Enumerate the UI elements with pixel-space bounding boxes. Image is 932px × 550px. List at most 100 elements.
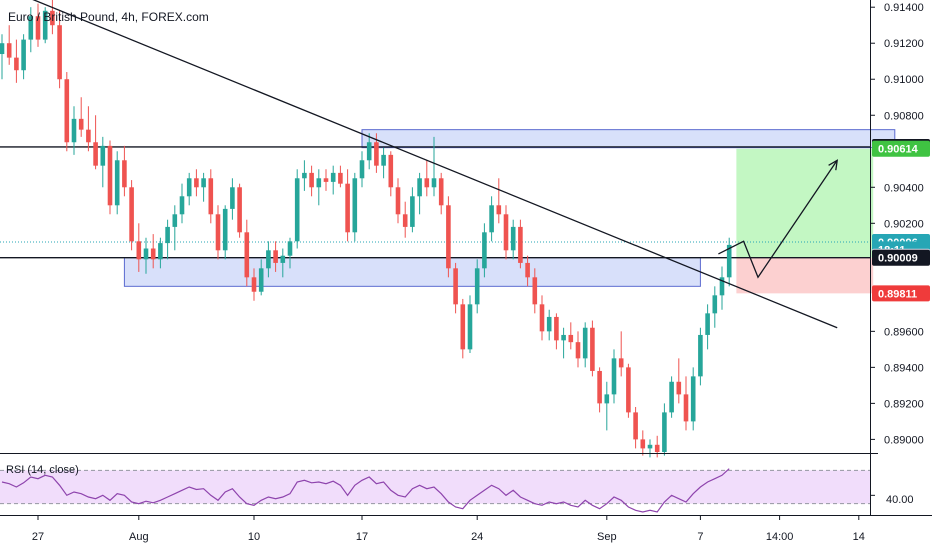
candle-body xyxy=(698,334,703,377)
candle-body xyxy=(446,205,451,269)
pane-separator[interactable] xyxy=(0,453,878,454)
trendline xyxy=(32,0,838,329)
candle-body xyxy=(568,334,574,343)
candle-body xyxy=(64,79,70,143)
candle-body xyxy=(410,196,415,227)
price-tick-label: 0.89600 xyxy=(884,326,924,338)
price-axis[interactable]: 0.91400 0.91200 0.91000 0.90800 0.90400 0.902… xyxy=(870,2,924,446)
candle-body xyxy=(496,205,502,215)
candle-body xyxy=(150,248,156,260)
candle-body xyxy=(647,444,653,449)
candle-body xyxy=(482,232,487,269)
candle-body xyxy=(431,178,437,188)
candle-body xyxy=(381,154,386,166)
candle-body xyxy=(359,160,365,179)
price-tag-label: 0.89811 xyxy=(878,288,917,300)
rsi-band xyxy=(0,470,870,504)
candle-body xyxy=(309,172,314,188)
candle-body xyxy=(611,358,617,395)
candle-body xyxy=(122,160,127,188)
candle-body xyxy=(50,10,55,26)
price-tag-label: 0.90009 xyxy=(878,253,918,265)
candle-body xyxy=(186,178,192,197)
rsi-level-label: 40.00 xyxy=(886,494,914,506)
candle-body xyxy=(546,316,552,332)
price-tag-label: 0.90614 xyxy=(878,144,919,156)
candle-body xyxy=(280,255,286,263)
candle-body xyxy=(453,268,458,305)
candle-body xyxy=(539,304,545,332)
price-axis-border xyxy=(870,0,871,515)
support-resistance-zone xyxy=(123,257,701,287)
candle-body xyxy=(302,172,307,179)
price-tick-label: 0.89200 xyxy=(884,398,924,410)
candle-body xyxy=(525,262,530,278)
projection-path[interactable] xyxy=(718,159,839,279)
price-tick-label: 0.91200 xyxy=(884,38,924,50)
candle-body xyxy=(222,208,228,251)
zones-layer xyxy=(123,129,896,287)
candle-body xyxy=(35,16,41,40)
time-tick-label: 24 xyxy=(471,531,483,543)
profit-zone xyxy=(736,148,874,258)
candle-body xyxy=(561,334,566,341)
time-tick-label: 7 xyxy=(697,531,703,543)
time-tick-label: 27 xyxy=(32,531,44,543)
candle-body xyxy=(287,241,293,256)
candle-body xyxy=(6,43,12,58)
candle-body xyxy=(28,16,34,40)
candle-body xyxy=(726,244,732,278)
candle-body xyxy=(366,142,372,161)
candle-body xyxy=(345,183,350,233)
price-tick-label: 0.89000 xyxy=(884,434,924,446)
candle-body xyxy=(712,295,718,314)
candle-body xyxy=(21,39,26,71)
candle-body xyxy=(136,241,142,260)
candle-body xyxy=(395,187,401,215)
candle-body xyxy=(14,57,19,71)
candle-body xyxy=(266,250,271,269)
candle-body xyxy=(93,142,98,166)
candle-body xyxy=(194,178,199,188)
candle-body xyxy=(510,226,516,251)
candle-body xyxy=(474,268,480,305)
candle-body xyxy=(402,214,408,227)
candle-body xyxy=(237,187,242,233)
candle-body xyxy=(662,412,667,452)
time-tick-label: Aug xyxy=(129,531,149,543)
candle-body xyxy=(129,187,134,242)
candle-body xyxy=(165,226,170,244)
rsi-line xyxy=(1,468,730,513)
candle-body xyxy=(273,250,278,263)
candle-body xyxy=(258,268,264,292)
candle-body xyxy=(316,178,322,188)
candle-body xyxy=(683,394,689,422)
candle-body xyxy=(114,160,120,206)
price-tag-box xyxy=(872,249,930,266)
trendline-layer[interactable] xyxy=(16,0,838,329)
candle-body xyxy=(230,187,235,209)
price-tags: 0.906240.906140.9009618:110.900140.90009… xyxy=(872,138,930,302)
candle-body xyxy=(215,214,221,251)
candle-body xyxy=(690,376,696,422)
time-axis[interactable]: 27 Aug 10 17 24 Sep 7 14:00 14 xyxy=(32,516,865,543)
candle-body xyxy=(489,205,494,233)
candle-body xyxy=(640,439,646,449)
candle-body xyxy=(208,178,214,215)
candle-body xyxy=(417,178,422,197)
price-tick-label: 0.90400 xyxy=(884,182,924,194)
candle-body xyxy=(179,196,185,215)
price-tag-box xyxy=(872,140,930,157)
candle-body xyxy=(143,248,149,260)
candle-body xyxy=(338,172,343,184)
candle-body xyxy=(503,214,509,251)
rsi-pane xyxy=(0,468,875,513)
candle-body xyxy=(669,381,674,413)
position-tool[interactable] xyxy=(736,148,874,294)
candle-body xyxy=(78,118,84,130)
time-tick-label: Sep xyxy=(597,531,617,543)
candle-body xyxy=(597,370,602,404)
candle-body xyxy=(57,25,62,80)
candle-body xyxy=(294,178,300,242)
